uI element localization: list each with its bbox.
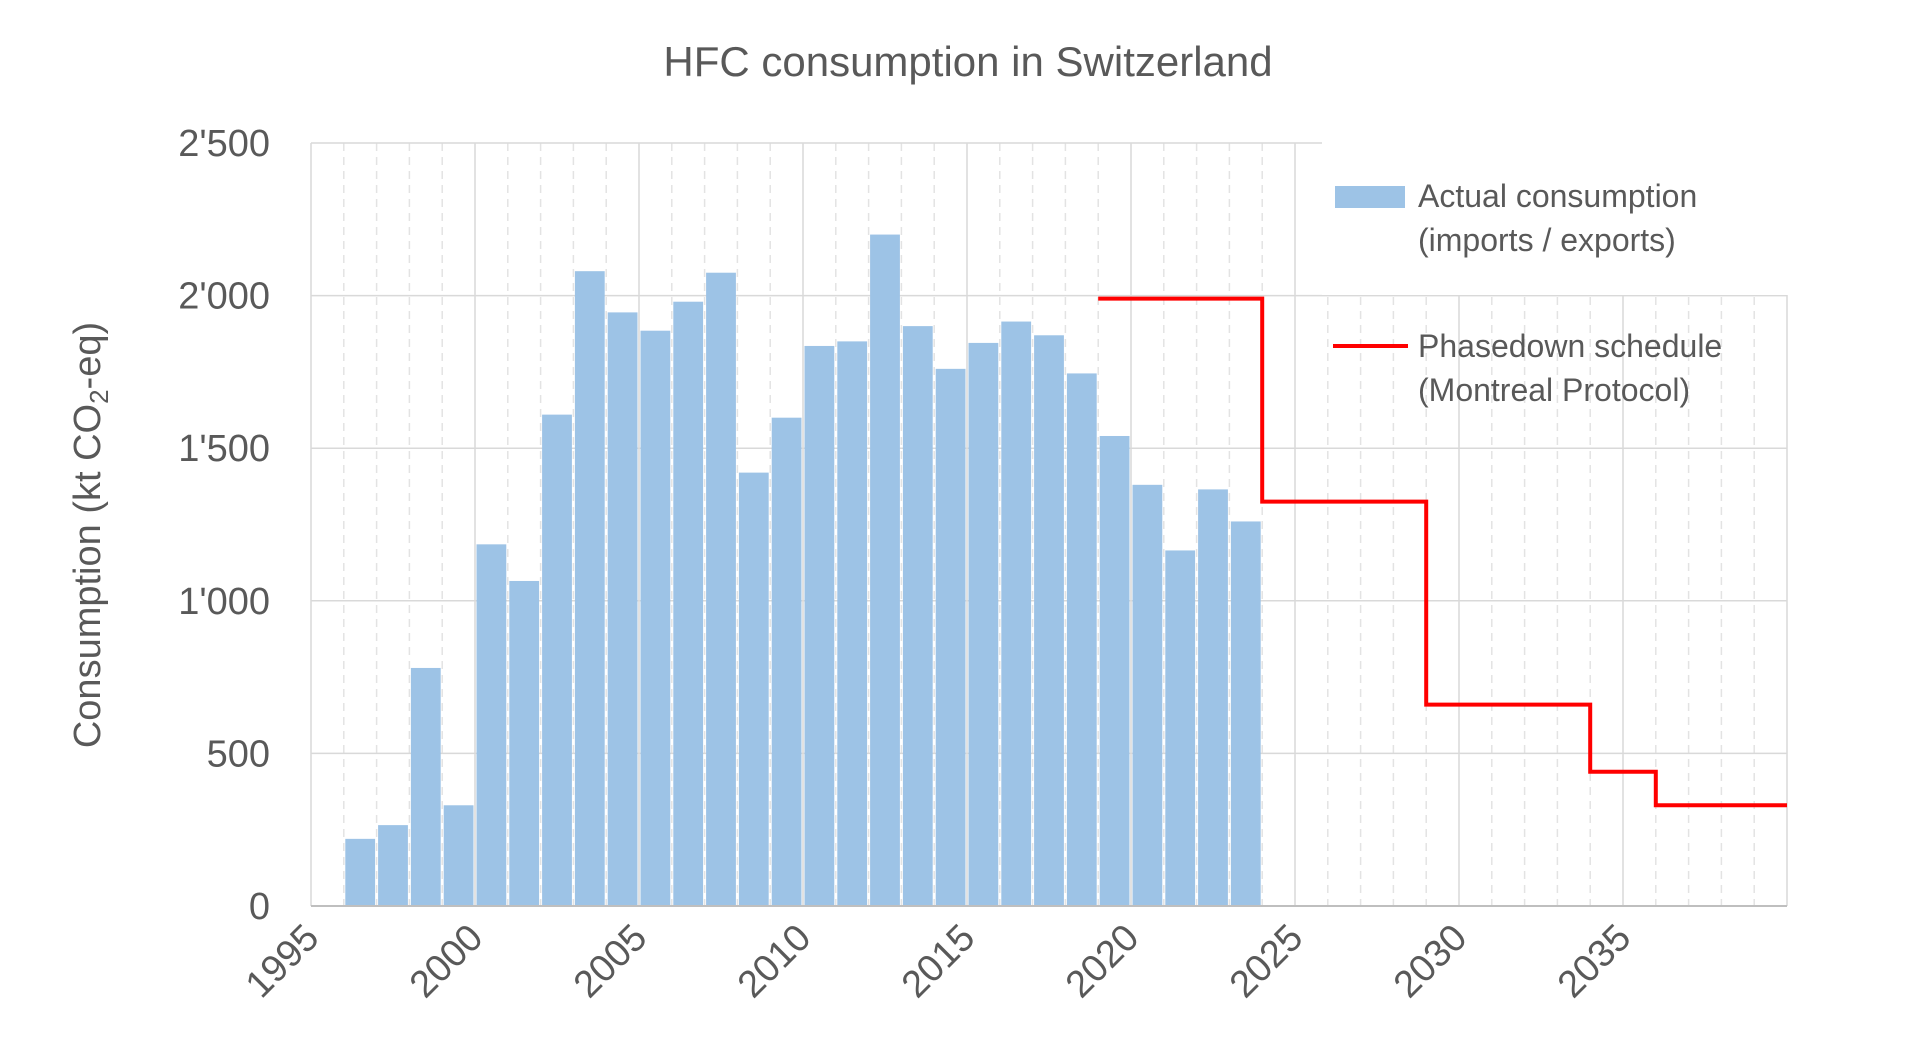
y-axis-label: Consumption (kt CO2-eq) — [67, 322, 114, 748]
bar-2007 — [706, 272, 736, 907]
legend-bar-swatch — [1335, 186, 1405, 208]
bar-2009 — [771, 417, 802, 906]
y-tick-label: 2'000 — [178, 276, 270, 318]
bar-1997 — [378, 825, 408, 906]
x-tick-label: 2030 — [1386, 917, 1475, 1006]
bar-2023 — [1230, 521, 1261, 906]
bar-2018 — [1066, 373, 1097, 906]
y-tick-label: 1'500 — [178, 428, 270, 470]
bar-2014 — [935, 368, 966, 906]
x-tick-label: 2005 — [566, 917, 655, 1006]
legend-label-actual-line1: Actual consumption — [1418, 178, 1697, 214]
phasedown-series — [1098, 296, 1787, 808]
legend-label-phasedown-2: (Montreal Protocol) — [1418, 372, 1690, 408]
bar-2013 — [902, 326, 933, 906]
y-tick-label: 0 — [249, 886, 270, 928]
bar-1996 — [345, 838, 376, 906]
bar-2008 — [738, 472, 769, 906]
chart-title: HFC consumption in Switzerland — [663, 38, 1272, 85]
y-tick-label: 2'500 — [178, 123, 270, 165]
legend-label-actual-line2: (imports / exports) — [1418, 222, 1676, 258]
y-tick-label: 1'000 — [178, 581, 270, 623]
bar-series — [345, 234, 1261, 907]
bar-2003 — [574, 271, 605, 907]
bar-2012 — [870, 234, 900, 906]
legend-label-phasedown-line1: Phasedown schedule — [1418, 328, 1722, 364]
bar-2022 — [1198, 489, 1228, 906]
bar-2005 — [640, 330, 671, 906]
bar-2021 — [1165, 550, 1196, 906]
y-tick-label: 500 — [207, 733, 270, 775]
bar-1998 — [410, 667, 441, 906]
x-tick-label: 2015 — [894, 917, 983, 1006]
bar-2016 — [1001, 321, 1032, 906]
legend-label-phasedown-line2: (Montreal Protocol) — [1418, 372, 1690, 408]
phasedown-step-line — [1098, 296, 1787, 808]
bar-2006 — [673, 301, 704, 907]
bar-2020 — [1132, 484, 1163, 906]
x-tick-label: 2025 — [1222, 917, 1311, 1006]
y-tick-labels: 0 500 1'000 1'500 2'000 2'500 — [178, 123, 270, 928]
legend-background — [1322, 0, 1792, 295]
x-tick-labels: 1995 2000 2005 2010 2015 2020 2025 2030 2035 — [238, 917, 1639, 1006]
x-tick-label: 2035 — [1550, 917, 1639, 1006]
bar-2010 — [804, 345, 835, 906]
chart-legend: Actual consumption (imports / exports) P… — [1322, 0, 1792, 408]
bar-2019 — [1099, 435, 1130, 906]
legend-label-phasedown: Phasedown schedule — [1418, 328, 1722, 364]
bar-2001 — [509, 580, 540, 906]
legend-label-actual-2: (imports / exports) — [1418, 222, 1676, 258]
x-tick-label: 2000 — [402, 917, 491, 1006]
bar-2011 — [837, 341, 868, 906]
bar-2004 — [607, 312, 638, 906]
bar-1999 — [443, 805, 474, 906]
x-tick-label: 2010 — [730, 917, 819, 1006]
bar-2002 — [542, 414, 572, 906]
bar-2017 — [1034, 335, 1064, 906]
bar-2000 — [476, 544, 507, 906]
x-tick-label: 1995 — [238, 917, 327, 1006]
bar-2015 — [968, 342, 999, 906]
legend-label-actual: Actual consumption — [1418, 178, 1697, 214]
x-tick-label: 2020 — [1058, 917, 1147, 1006]
